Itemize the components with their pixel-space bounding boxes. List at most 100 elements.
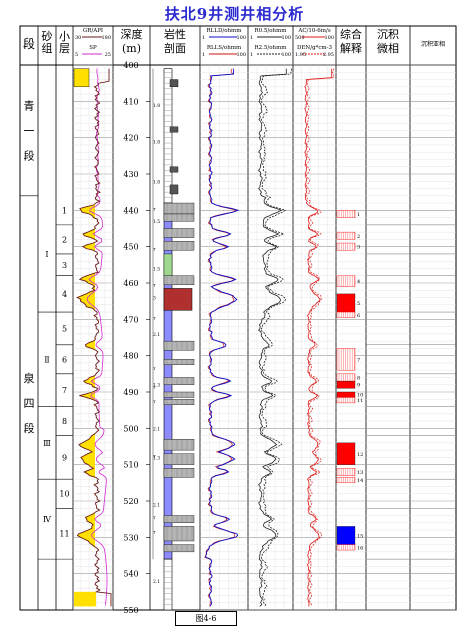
segment-label: 泉 bbox=[24, 371, 35, 385]
depth-label: 450 bbox=[123, 243, 138, 252]
lithology-bed bbox=[169, 79, 179, 87]
interpretation-zone-oil bbox=[336, 293, 356, 313]
mudstone-column bbox=[163, 558, 173, 611]
header-rlld-name: RLLD/ohmm bbox=[207, 28, 243, 34]
sandstone-bed bbox=[163, 453, 195, 465]
sandstone-bed bbox=[163, 275, 195, 286]
header-sp-name: SP bbox=[89, 45, 97, 51]
segment-label: 青 bbox=[24, 99, 35, 112]
sandstone-bed bbox=[163, 439, 195, 451]
interpretation-zone-dry bbox=[336, 210, 356, 218]
header-den-min: 1.95 bbox=[295, 52, 306, 58]
sublayer-label: 10 bbox=[59, 490, 69, 499]
interpretation-label: 7 bbox=[357, 357, 360, 363]
lithology-label: 1.8 bbox=[153, 179, 160, 185]
sublayer-label: 3 bbox=[62, 261, 67, 270]
header-r05-name: R0.5/ohmm bbox=[254, 28, 287, 34]
header-r25-name: R2.5/ohmm bbox=[254, 45, 287, 51]
lithology-bed bbox=[169, 166, 179, 173]
lithology-label: T bbox=[153, 530, 156, 535]
depth-label: 550 bbox=[123, 606, 138, 615]
interpretation-label: 10 bbox=[357, 393, 363, 399]
sandstone-bed bbox=[163, 526, 195, 542]
r25-curve bbox=[260, 68, 292, 607]
gr-sand-fill bbox=[74, 591, 96, 607]
segment-label: 一 bbox=[24, 124, 35, 137]
interpretation-zone-dry bbox=[336, 311, 356, 318]
sublayer-label: 8 bbox=[62, 417, 67, 426]
header-lithology: 岩性 bbox=[164, 27, 186, 41]
depth-label: 500 bbox=[123, 424, 138, 433]
depth-label: 420 bbox=[123, 134, 138, 143]
interpretation-zone-oil bbox=[336, 442, 356, 465]
sandstone-bed bbox=[163, 377, 195, 385]
depth-label: 510 bbox=[123, 461, 138, 470]
header-sand-group: 组 bbox=[42, 41, 53, 55]
sublayer-label: 7 bbox=[62, 386, 67, 395]
interpretation-label: 4 bbox=[357, 279, 360, 285]
lithology-label: 2.1 bbox=[153, 332, 160, 338]
header-sp-max: 25 bbox=[105, 52, 111, 58]
lithology-label: T bbox=[153, 384, 156, 389]
interpretation-label: 8 bbox=[357, 375, 360, 381]
depth-label: 490 bbox=[123, 388, 138, 397]
interpretation-label: 15 bbox=[357, 534, 363, 540]
header-gr-max: 180 bbox=[101, 35, 111, 41]
sandstone-bed bbox=[163, 228, 195, 238]
lithology-label: T bbox=[153, 366, 156, 371]
header-depth: (m) bbox=[122, 42, 141, 55]
header-r25-max: 100 bbox=[281, 52, 291, 58]
depth-label: 480 bbox=[123, 352, 138, 361]
interpretation-label: 2 bbox=[357, 234, 360, 240]
interpretation-label: 12 bbox=[357, 452, 363, 458]
sublayer-label: 1 bbox=[62, 206, 67, 215]
segment-label: 四 bbox=[24, 397, 35, 410]
header-den-name: DEN/g*cm-3 bbox=[297, 45, 333, 51]
header-segment: 段 bbox=[23, 36, 35, 51]
header-sand-group: 砂 bbox=[42, 30, 53, 43]
header-depth: 深度 bbox=[121, 27, 143, 41]
header-subfacies: 沉积亚相 bbox=[421, 40, 445, 48]
sandstone-bed bbox=[163, 399, 195, 405]
sandstone-bed bbox=[163, 359, 195, 365]
sublayer-label: 9 bbox=[62, 453, 67, 462]
interpretation-zone-dry bbox=[336, 231, 356, 240]
interpretation-label: 1 bbox=[357, 212, 360, 218]
sandstone-bed bbox=[163, 391, 195, 398]
lithology-label: T bbox=[153, 246, 156, 251]
sand-group-label: Ⅰ bbox=[45, 250, 48, 259]
header-sp-min: 5 bbox=[75, 52, 78, 58]
lithology-label: 2.1 bbox=[153, 426, 160, 432]
sandstone-bed bbox=[163, 241, 195, 251]
header-microfacies: 沉积 bbox=[377, 28, 399, 41]
gr-sand-fill bbox=[73, 68, 90, 87]
lithology-label: T bbox=[153, 315, 156, 320]
interpretation-zone-dry bbox=[336, 477, 356, 484]
header-ac-max: 100 bbox=[324, 35, 334, 41]
sublayer-label: 6 bbox=[62, 355, 67, 364]
header-interpretation: 解释 bbox=[340, 41, 362, 55]
sandstone-bed bbox=[163, 202, 195, 215]
interpretation-label: 3 bbox=[357, 245, 360, 251]
header-den-max: 2.95 bbox=[323, 52, 334, 58]
log-curves bbox=[73, 68, 335, 607]
lithology-label: T bbox=[153, 283, 156, 288]
interpretation-label: 13 bbox=[357, 470, 363, 476]
lithology-label: 1.5 bbox=[153, 266, 160, 272]
sublayer-label: 5 bbox=[62, 324, 67, 333]
page-title: 扶北9井测井相分析 bbox=[164, 5, 305, 23]
depth-label: 540 bbox=[123, 570, 138, 579]
header-interpretation: 综合 bbox=[340, 27, 362, 41]
sublayer-label: 4 bbox=[62, 290, 67, 299]
figure-caption: 图4-6 bbox=[175, 611, 237, 626]
lithology-label: 3 bbox=[153, 296, 156, 302]
interpretation-zone-dry bbox=[336, 275, 356, 287]
outer-border bbox=[19, 25, 457, 611]
red-sandstone-bed bbox=[163, 288, 193, 311]
depth-label: 520 bbox=[123, 497, 138, 506]
lithology-label: 1.8 bbox=[153, 139, 160, 145]
sandstone-bed bbox=[163, 468, 195, 478]
lithology-label: 2.1 bbox=[153, 579, 160, 585]
